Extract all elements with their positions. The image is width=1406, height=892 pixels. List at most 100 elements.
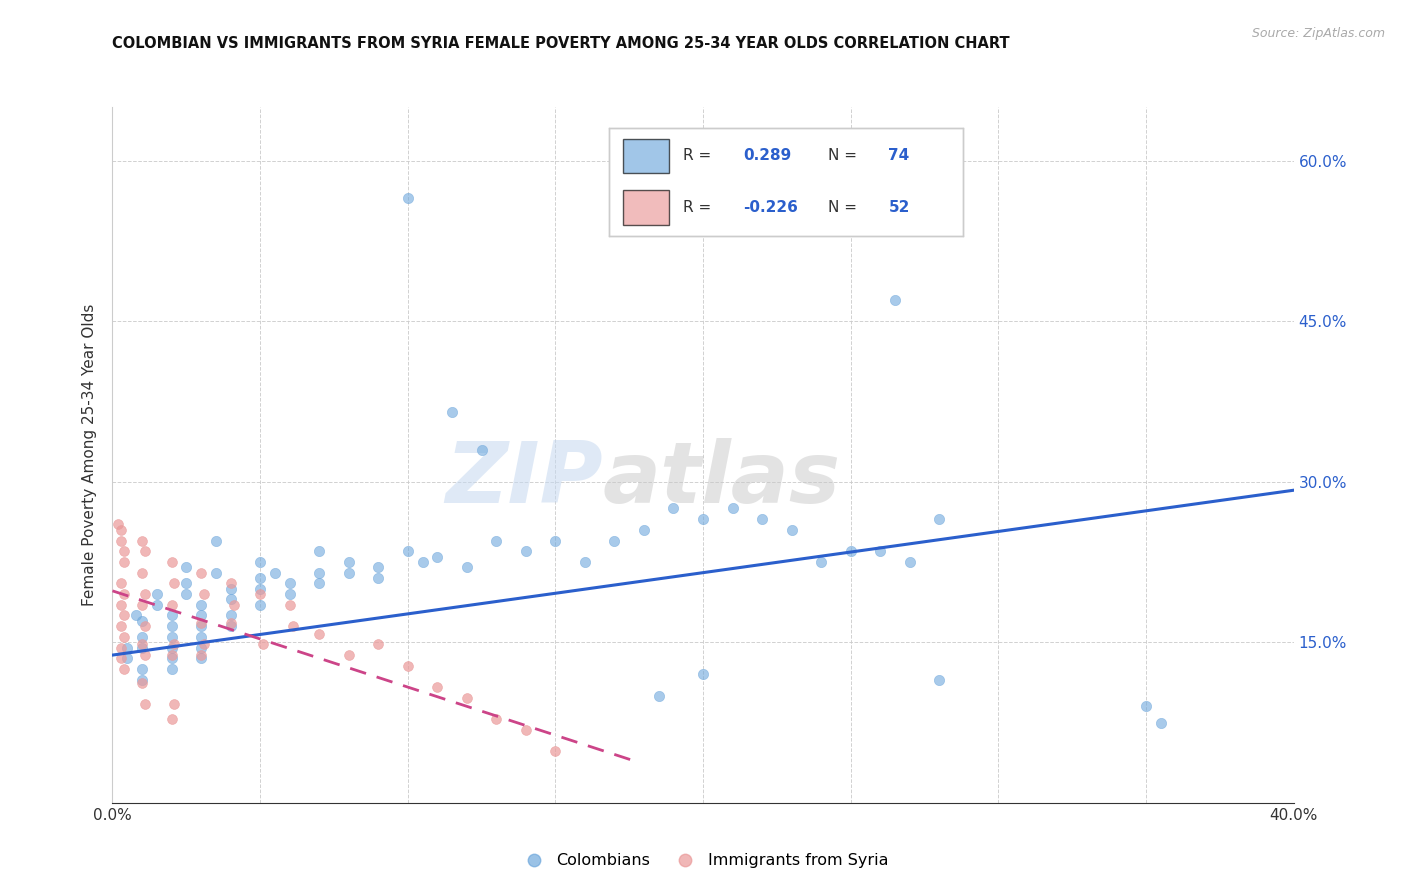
- Point: [131, 598, 153, 612]
- Point: [869, 544, 891, 558]
- Point: [662, 501, 685, 516]
- Point: [190, 651, 212, 665]
- Point: [125, 608, 148, 623]
- Point: [205, 533, 228, 548]
- Point: [160, 598, 183, 612]
- Point: [647, 689, 671, 703]
- Point: [456, 560, 478, 574]
- FancyBboxPatch shape: [623, 138, 669, 173]
- Text: 0.289: 0.289: [744, 148, 792, 163]
- Point: [308, 626, 330, 640]
- Point: [278, 576, 301, 591]
- Point: [134, 619, 156, 633]
- Point: [426, 680, 449, 694]
- Text: N =: N =: [828, 200, 862, 215]
- Point: [219, 608, 242, 623]
- Point: [249, 582, 271, 596]
- Point: [110, 640, 132, 655]
- Point: [190, 566, 212, 580]
- Point: [160, 630, 183, 644]
- Point: [308, 544, 330, 558]
- Text: atlas: atlas: [603, 438, 841, 521]
- Point: [160, 651, 183, 665]
- Point: [190, 619, 212, 633]
- Point: [281, 619, 304, 633]
- Point: [110, 598, 132, 612]
- Legend: Colombians, Immigrants from Syria: Colombians, Immigrants from Syria: [512, 847, 894, 875]
- Point: [134, 648, 156, 662]
- Point: [411, 555, 433, 569]
- Point: [190, 640, 212, 655]
- Point: [193, 637, 215, 651]
- Point: [110, 576, 132, 591]
- Point: [485, 712, 508, 726]
- Point: [308, 576, 330, 591]
- Point: [396, 191, 419, 205]
- Point: [146, 598, 169, 612]
- Point: [160, 640, 183, 655]
- Point: [219, 619, 242, 633]
- Point: [131, 662, 153, 676]
- Point: [112, 544, 135, 558]
- Point: [222, 598, 245, 612]
- Point: [160, 662, 183, 676]
- Point: [810, 555, 832, 569]
- Point: [131, 676, 153, 690]
- Point: [190, 648, 212, 662]
- Point: [721, 501, 744, 516]
- Point: [219, 592, 242, 607]
- Point: [252, 637, 274, 651]
- Point: [131, 630, 153, 644]
- Point: [249, 587, 271, 601]
- Point: [839, 544, 862, 558]
- Point: [898, 555, 921, 569]
- Point: [219, 615, 242, 630]
- Point: [544, 744, 567, 758]
- Text: R =: R =: [683, 200, 716, 215]
- Point: [131, 673, 153, 687]
- Point: [110, 523, 132, 537]
- Text: N =: N =: [828, 148, 862, 163]
- Point: [110, 533, 132, 548]
- Text: R =: R =: [683, 148, 716, 163]
- Point: [249, 598, 271, 612]
- Point: [308, 566, 330, 580]
- Point: [112, 555, 135, 569]
- Point: [249, 571, 271, 585]
- Point: [780, 523, 803, 537]
- Point: [110, 619, 132, 633]
- Y-axis label: Female Poverty Among 25-34 Year Olds: Female Poverty Among 25-34 Year Olds: [82, 304, 97, 606]
- Point: [544, 533, 567, 548]
- Text: Source: ZipAtlas.com: Source: ZipAtlas.com: [1251, 27, 1385, 40]
- Point: [751, 512, 773, 526]
- Point: [131, 637, 153, 651]
- Text: ZIP: ZIP: [444, 438, 603, 521]
- Point: [219, 576, 242, 591]
- Point: [134, 587, 156, 601]
- Point: [485, 533, 508, 548]
- Text: -0.226: -0.226: [744, 200, 799, 215]
- Point: [337, 555, 360, 569]
- Point: [928, 673, 950, 687]
- Point: [367, 560, 389, 574]
- Point: [574, 555, 596, 569]
- Point: [426, 549, 449, 564]
- Point: [160, 619, 183, 633]
- Point: [396, 544, 419, 558]
- Point: [112, 608, 135, 623]
- Point: [264, 566, 287, 580]
- Point: [131, 533, 153, 548]
- Point: [884, 293, 907, 307]
- Point: [249, 555, 271, 569]
- Point: [470, 442, 494, 457]
- Point: [112, 587, 135, 601]
- Point: [337, 648, 360, 662]
- Point: [160, 555, 183, 569]
- Point: [219, 582, 242, 596]
- Point: [190, 615, 212, 630]
- Point: [1135, 699, 1157, 714]
- Text: 74: 74: [889, 148, 910, 163]
- Point: [367, 637, 389, 651]
- Point: [107, 517, 129, 532]
- Point: [278, 598, 301, 612]
